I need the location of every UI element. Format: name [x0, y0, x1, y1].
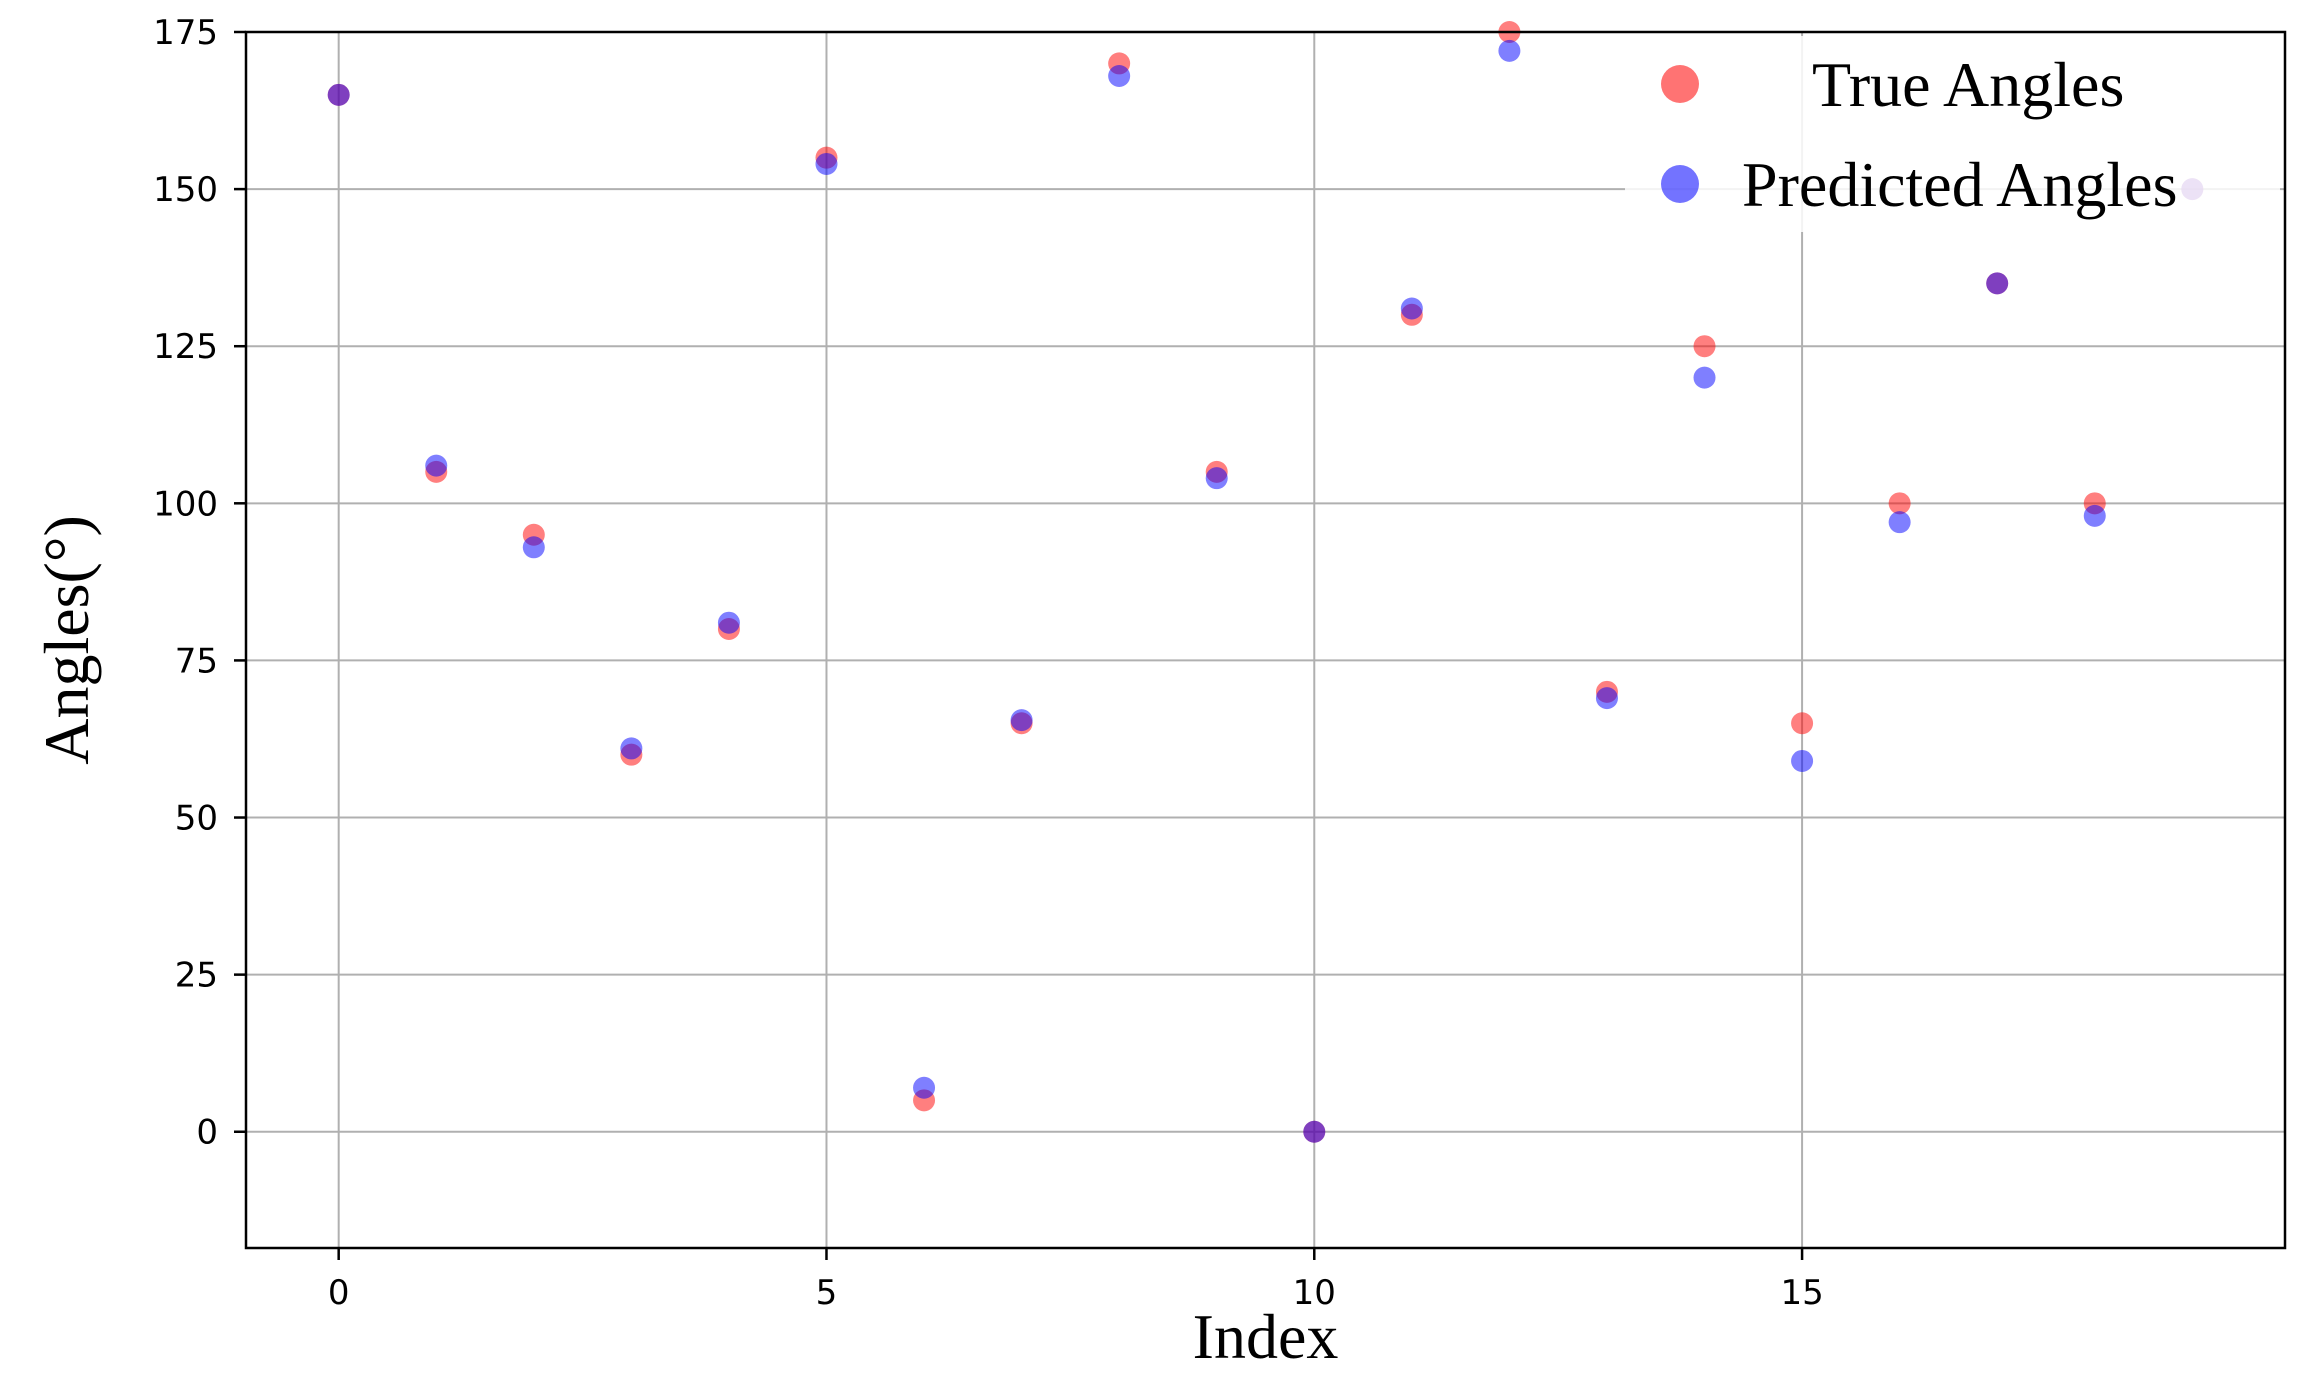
point-predicted-angles	[717, 611, 740, 634]
point-predicted-angles	[620, 737, 643, 760]
point-predicted-angles	[327, 83, 350, 106]
point-true-angles	[1791, 712, 1814, 735]
x-tick-label: 10	[1293, 1273, 1336, 1313]
y-tick-label: 175	[153, 13, 218, 53]
point-predicted-angles	[425, 454, 448, 477]
point-predicted-angles	[1400, 297, 1423, 320]
y-tick-label: 100	[153, 484, 218, 524]
point-true-angles	[1888, 492, 1911, 515]
legend-label-true-angles: True Angles	[1812, 49, 2124, 120]
point-predicted-angles	[522, 536, 545, 559]
y-tick-label: 50	[175, 799, 218, 839]
data-points	[327, 21, 2204, 1143]
legend: True Angles Predicted Angles	[1625, 36, 2280, 232]
legend-marker-predicted-angles	[1661, 165, 1699, 203]
point-predicted-angles	[1791, 749, 1814, 772]
point-predicted-angles	[1595, 687, 1618, 710]
point-predicted-angles	[913, 1076, 936, 1099]
legend-marker-true-angles	[1661, 65, 1699, 103]
y-tick-label: 150	[153, 170, 218, 210]
legend-label-predicted-angles: Predicted Angles	[1742, 149, 2177, 220]
legend-entry-predicted-angles: Predicted Angles	[1661, 149, 2177, 220]
x-axis-label: Index	[1193, 1301, 1339, 1372]
point-predicted-angles	[1693, 366, 1716, 389]
y-axis-label: Angles(°)	[31, 515, 102, 765]
point-predicted-angles	[1498, 39, 1521, 62]
x-tick-label: 5	[816, 1273, 838, 1313]
point-predicted-angles	[1010, 709, 1033, 732]
y-tick-label: 75	[175, 641, 218, 681]
point-predicted-angles	[1986, 272, 2009, 295]
x-tick-label: 0	[328, 1273, 350, 1313]
legend-entry-true-angles: True Angles	[1661, 49, 2124, 120]
point-predicted-angles	[815, 152, 838, 175]
y-tick-label: 0	[196, 1113, 218, 1153]
legend-box	[1625, 36, 2280, 232]
point-true-angles	[1693, 335, 1716, 358]
x-tick-label: 15	[1780, 1273, 1823, 1313]
point-predicted-angles	[1108, 64, 1131, 87]
point-predicted-angles	[1303, 1120, 1326, 1143]
point-predicted-angles	[1888, 511, 1911, 534]
y-tick-label: 25	[175, 956, 218, 996]
plot-frame	[244, 30, 2287, 1250]
y-tick-label: 125	[153, 327, 218, 367]
point-predicted-angles	[2083, 504, 2106, 527]
point-predicted-angles	[1205, 467, 1228, 490]
